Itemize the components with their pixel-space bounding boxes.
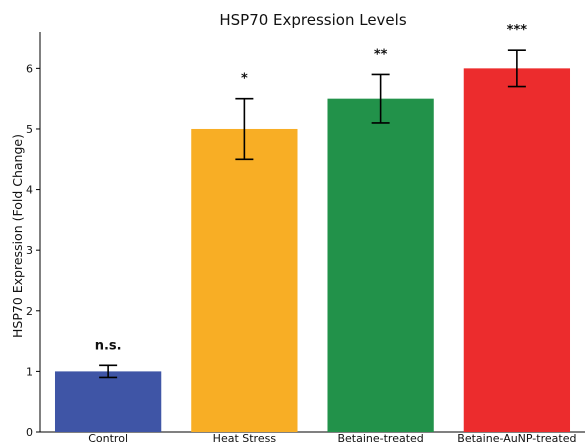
y-tick-label: 3	[26, 244, 33, 257]
y-tick-label: 1	[26, 365, 33, 378]
x-tick-label: Heat Stress	[213, 432, 277, 444]
bar-heat-stress	[191, 128, 298, 432]
y-tick-label: 6	[26, 62, 33, 75]
bar-betaine-aunp-treated	[463, 68, 571, 432]
significance-label: **	[374, 47, 388, 62]
x-tick-label: Betaine-treated	[337, 432, 423, 444]
chart-title: HSP70 Expression Levels	[219, 11, 406, 29]
x-tick-label: Control	[88, 432, 128, 444]
significance-labels-group: n.s.******	[95, 23, 528, 353]
x-tick-label: Betaine-AuNP-treated	[457, 432, 576, 444]
y-tick-label: 4	[26, 184, 33, 197]
y-axis-label: HSP70 Expression (Fold Change)	[10, 134, 25, 338]
y-tick-label: 0	[26, 426, 33, 439]
bars-group	[54, 68, 571, 433]
bar-control	[54, 371, 162, 432]
significance-label: ***	[507, 23, 528, 38]
significance-label: n.s.	[95, 338, 122, 353]
x-tick-labels-group: Control Heat Stress Betaine-treated Betaine…	[88, 432, 576, 444]
y-tick-label: 5	[26, 123, 33, 136]
y-tick-label: 2	[26, 305, 33, 318]
y-axis: 0 1 2 3 4 5 6	[26, 32, 41, 439]
bar-betaine-treated	[327, 98, 434, 433]
error-bars-group	[99, 49, 526, 379]
significance-label: *	[241, 72, 248, 87]
